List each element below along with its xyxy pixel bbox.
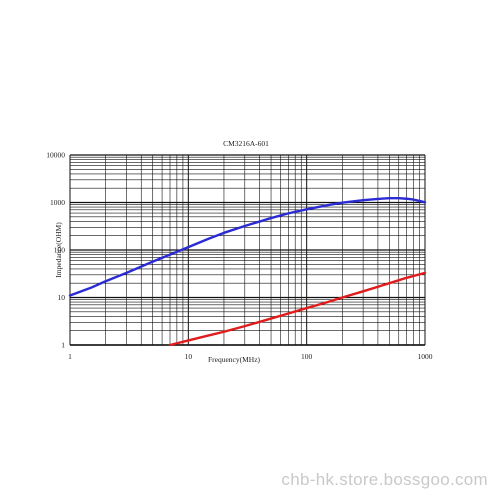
y-tick-label: 1: [61, 341, 65, 350]
x-tick-label: 100: [301, 352, 313, 361]
chart-title: CM3216A-601: [223, 139, 269, 148]
y-axis-label: Impedance(OHM): [54, 222, 63, 278]
y-tick-label: 1000: [50, 198, 65, 207]
y-tick-label: 100: [54, 246, 66, 255]
x-tick-label: 1000: [418, 352, 433, 361]
series-line-2: [168, 271, 427, 347]
x-tick-label: 10: [185, 352, 193, 361]
x-axis-label: Frequency(MHz): [208, 355, 261, 364]
y-tick-label: 10: [58, 293, 66, 302]
x-tick-label: 1: [68, 352, 72, 361]
grid-lines: [69, 154, 426, 346]
series-layer: [68, 197, 427, 347]
tick-labels: 1 10 100 1000 1 10 100 1000 10000: [46, 151, 433, 362]
y-tick-label: 10000: [46, 151, 65, 160]
watermark: chb-hk.store.bossgoo.com: [281, 470, 488, 489]
series-line-1: [68, 197, 427, 297]
